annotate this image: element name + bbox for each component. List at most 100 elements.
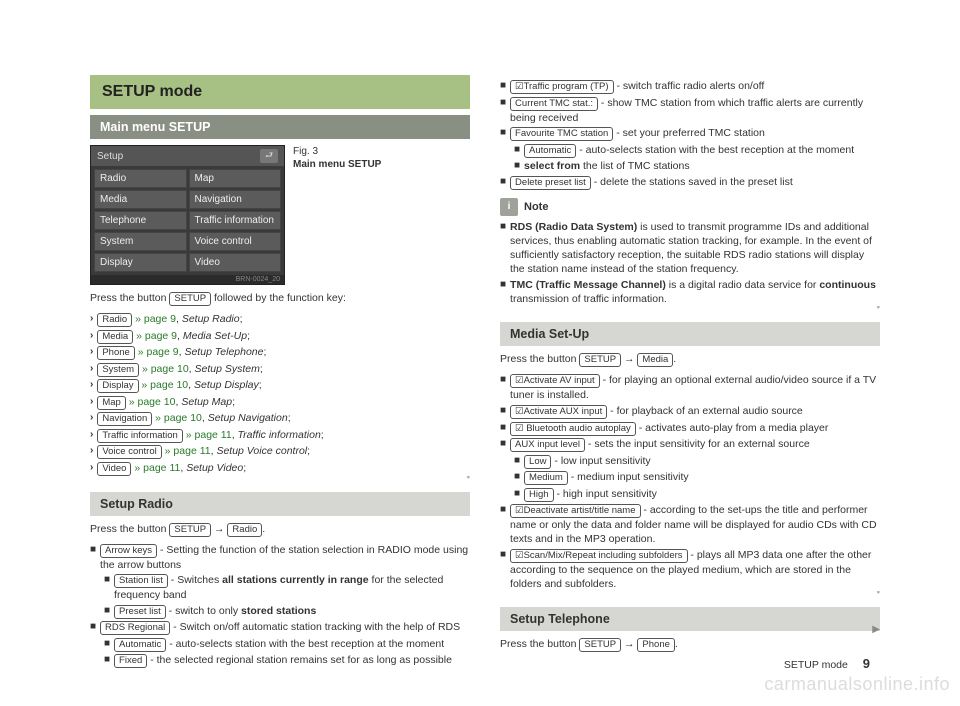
footer-page-number: 9 xyxy=(863,656,870,671)
txt: the list of TMC stations xyxy=(580,160,690,172)
section-media: Media Set-Up xyxy=(500,322,880,346)
key-presetlist: Preset list xyxy=(114,605,166,619)
txt: - auto-selects station with the best rec… xyxy=(576,144,854,156)
page-link[interactable]: » page 9 xyxy=(138,346,179,358)
list-item: ›Navigation » page 10, Setup Navigation; xyxy=(90,411,470,426)
footer-label: SETUP mode xyxy=(784,659,848,671)
section-telephone: Setup Telephone xyxy=(500,607,880,631)
shot-btn: Voice control xyxy=(189,232,282,251)
key-phone: Phone xyxy=(637,638,674,652)
shot-btn: Traffic information xyxy=(189,211,282,230)
screenshot-title: Setup xyxy=(97,151,123,162)
txt: followed by the function key: xyxy=(211,292,346,304)
key-fav-tmc: Favourite TMC station xyxy=(510,127,613,141)
key-medium: Medium xyxy=(524,471,568,485)
arrow-icon: → xyxy=(211,523,227,535)
list-item: ›Radio » page 9, Setup Radio; xyxy=(90,312,470,327)
figure-number: Fig. 3 xyxy=(293,146,318,157)
txt: Press the button xyxy=(90,292,169,304)
list-item: ›Voice control » page 11, Setup Voice co… xyxy=(90,444,470,459)
page-link[interactable]: » page 9 xyxy=(135,313,176,325)
txt: - sets the input sensitivity for an exte… xyxy=(585,438,810,450)
key-fixed: Fixed xyxy=(114,654,147,668)
txt: - Switch on/off automatic station tracki… xyxy=(170,621,460,633)
page-link[interactable]: » page 11 xyxy=(134,462,180,474)
txt: continuous xyxy=(819,279,876,291)
desc: Setup Map xyxy=(181,396,232,408)
key-setup: SETUP xyxy=(169,523,211,537)
txt: stored stations xyxy=(241,605,316,617)
chevron-icon: › xyxy=(90,345,93,359)
radio-list: ■Arrow keys - Setting the function of th… xyxy=(90,543,470,669)
txt: . xyxy=(673,353,676,365)
txt: Press the button xyxy=(500,353,579,365)
txt: - switch traffic radio alerts on/off xyxy=(614,80,765,92)
key-video: Video xyxy=(97,462,131,476)
txt: all stations currently in range xyxy=(222,574,368,586)
figure-caption: Fig. 3 Main menu SETUP xyxy=(293,145,381,285)
mainmenu-list: ›Radio » page 9, Setup Radio;›Media » pa… xyxy=(90,312,470,476)
chevron-icon: › xyxy=(90,362,93,376)
txt: - activates auto-play from a media playe… xyxy=(636,422,829,434)
telephone-press: Press the button SETUP → Phone. ▶ xyxy=(500,637,880,652)
key-automatic: Automatic xyxy=(524,144,576,158)
key-trafficinfo: Traffic information xyxy=(97,429,183,443)
desc: Setup Navigation xyxy=(208,412,288,424)
screenshot: Setup ⮐ Radio Map Media Navigation Telep… xyxy=(90,145,285,285)
screenshot-titlebar: Setup ⮐ xyxy=(91,146,284,166)
key-phone: Phone xyxy=(97,346,134,360)
txt: - high input sensitivity xyxy=(554,488,657,500)
key-setup: SETUP xyxy=(169,292,211,306)
chevron-icon: › xyxy=(90,444,93,458)
page-link[interactable]: » page 11 xyxy=(186,429,232,441)
chevron-icon: › xyxy=(90,461,93,475)
key-scanmix: ☑Scan/Mix/Repeat including subfolders xyxy=(510,549,687,563)
shot-btn: Media xyxy=(94,190,187,209)
page-link[interactable]: » page 10 xyxy=(155,412,202,424)
txt: - the selected regional station remains … xyxy=(147,654,452,666)
txt: Press the button xyxy=(90,523,169,535)
shot-btn: Video xyxy=(189,253,282,272)
key-rdsregional: RDS Regional xyxy=(100,621,170,635)
key-system: System xyxy=(97,363,139,377)
desc: Setup System xyxy=(195,363,260,375)
key-traffic-tp: ☑Traffic program (TP) xyxy=(510,80,614,94)
list-item: ›System » page 10, Setup System; xyxy=(90,362,470,377)
desc: Traffic information xyxy=(238,429,321,441)
txt: . xyxy=(675,638,678,650)
page-link[interactable]: » page 10 xyxy=(141,379,188,391)
media-list: ■☑Activate AV input - for playing an opt… xyxy=(500,373,880,591)
txt: - auto-selects station with the best rec… xyxy=(166,638,444,650)
chevron-icon: › xyxy=(90,395,93,409)
arrow-icon: → xyxy=(621,353,637,365)
key-navigation: Navigation xyxy=(97,412,152,426)
page-footer: SETUP mode 9 xyxy=(784,656,870,671)
key-map: Map xyxy=(97,396,125,410)
shot-btn: Display xyxy=(94,253,187,272)
back-icon: ⮐ xyxy=(260,149,278,163)
key-delete-preset: Delete preset list xyxy=(510,176,591,190)
section-mainmenu: Main menu SETUP xyxy=(90,115,470,139)
page-link[interactable]: » page 10 xyxy=(142,363,189,375)
key-media: Media xyxy=(637,353,673,367)
txt: - set your preferred TMC station xyxy=(613,127,765,139)
key-activate-av: ☑Activate AV input xyxy=(510,374,600,388)
page-link[interactable]: » page 11 xyxy=(165,445,211,457)
desc: Setup Radio xyxy=(182,313,240,325)
chevron-icon: › xyxy=(90,378,93,392)
desc: Setup Voice control xyxy=(216,445,307,457)
left-column: SETUP mode Main menu SETUP Setup ⮐ Radio… xyxy=(90,75,470,676)
page-link[interactable]: » page 9 xyxy=(136,330,177,342)
key-bt-autoplay: ☑ Bluetooth audio autoplay xyxy=(510,422,636,436)
key-display: Display xyxy=(97,379,138,393)
txt: - switch to only xyxy=(166,605,241,617)
desc: Media Set-Up xyxy=(183,330,247,342)
txt: - for playback of an external audio sour… xyxy=(607,405,803,417)
txt: TMC (Traffic Message Channel) xyxy=(510,279,666,291)
note-list: ■RDS (Radio Data System) is used to tran… xyxy=(500,220,880,307)
media-press: Press the button SETUP → Media. xyxy=(500,352,880,367)
key-radio: Radio xyxy=(227,523,262,537)
key-aux-level: AUX input level xyxy=(510,438,585,452)
page-link[interactable]: » page 10 xyxy=(129,396,176,408)
list-item: ›Traffic information » page 11, Traffic … xyxy=(90,428,470,443)
